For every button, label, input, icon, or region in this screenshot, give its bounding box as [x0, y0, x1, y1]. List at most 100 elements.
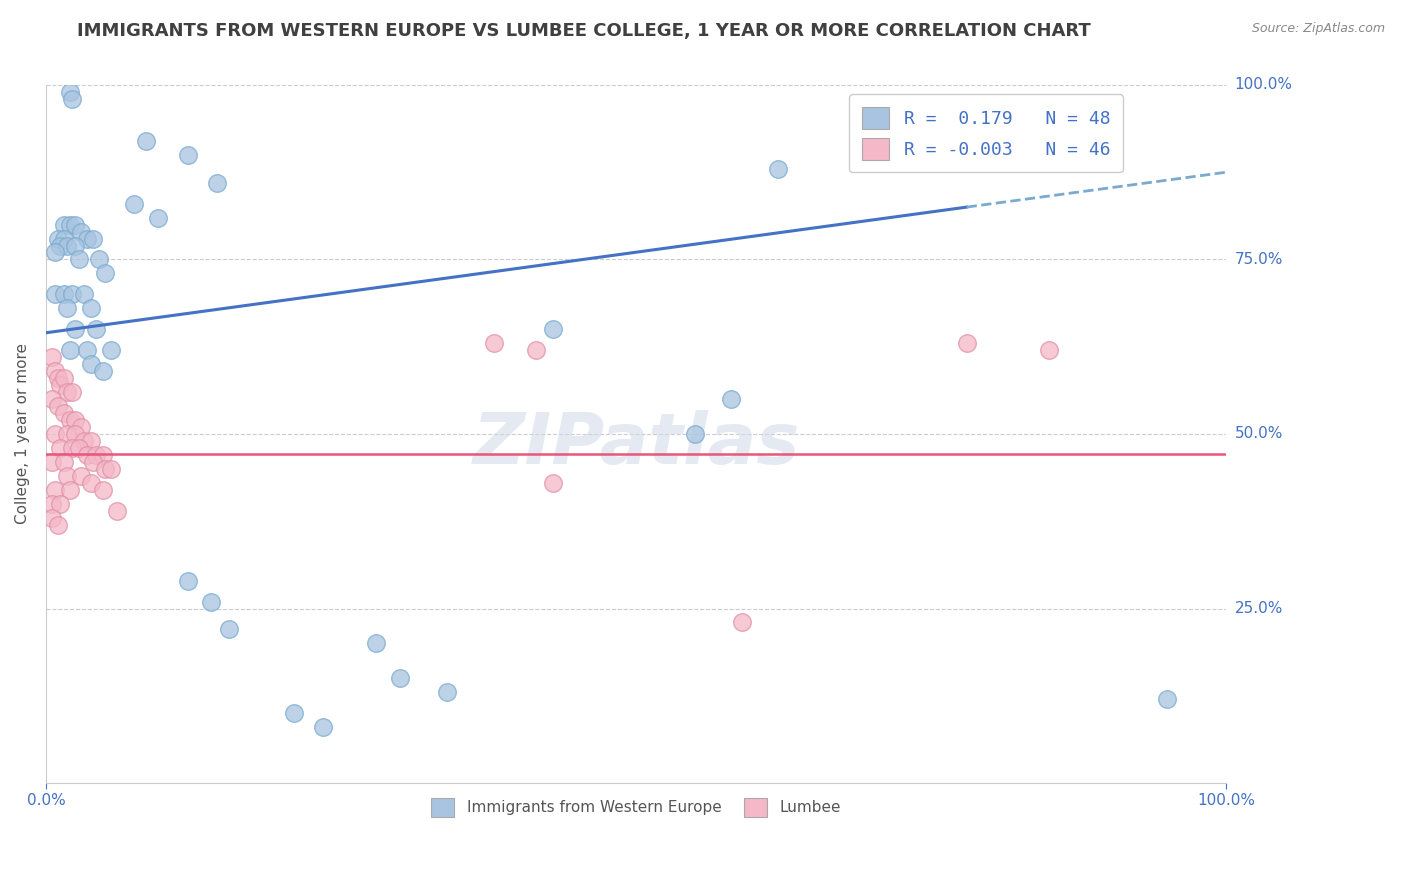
Point — [484, 336, 506, 351]
Point — [543, 475, 565, 490]
Point — [91, 364, 114, 378]
Point — [720, 392, 742, 406]
Text: 50.0%: 50.0% — [1234, 426, 1282, 442]
Point — [52, 406, 75, 420]
Point — [41, 350, 63, 364]
Point — [80, 357, 103, 371]
Point — [218, 623, 240, 637]
Point — [283, 706, 305, 721]
Point — [60, 92, 83, 106]
Point — [58, 218, 80, 232]
Point — [1038, 343, 1060, 358]
Point — [52, 287, 75, 301]
Point — [76, 448, 98, 462]
Point — [82, 231, 104, 245]
Point — [76, 231, 98, 245]
Y-axis label: College, 1 year or more: College, 1 year or more — [15, 343, 30, 524]
Point — [60, 287, 83, 301]
Text: 25.0%: 25.0% — [1234, 601, 1282, 616]
Point — [44, 287, 66, 301]
Point — [58, 85, 80, 99]
Text: 75.0%: 75.0% — [1234, 252, 1282, 267]
Point — [67, 252, 90, 267]
Point — [94, 267, 117, 281]
Point — [65, 413, 87, 427]
Point — [60, 441, 83, 455]
Point — [58, 483, 80, 497]
Point — [1156, 692, 1178, 706]
Point — [41, 455, 63, 469]
Point — [65, 427, 87, 442]
Point — [146, 211, 169, 225]
Point — [731, 615, 754, 630]
Point — [87, 252, 110, 267]
Point — [524, 343, 547, 358]
Point — [84, 322, 107, 336]
Point — [41, 510, 63, 524]
Point — [955, 336, 977, 351]
Point — [58, 413, 80, 427]
Point — [82, 455, 104, 469]
Point — [70, 468, 93, 483]
Point — [73, 434, 96, 448]
Point — [176, 574, 198, 588]
Point — [46, 399, 69, 413]
Point — [67, 441, 90, 455]
Point — [56, 385, 79, 400]
Point — [80, 434, 103, 448]
Point — [56, 427, 79, 442]
Text: ZIPatlas: ZIPatlas — [472, 410, 800, 479]
Point — [91, 448, 114, 462]
Point — [766, 161, 789, 176]
Text: 100.0%: 100.0% — [1234, 78, 1292, 93]
Point — [312, 720, 335, 734]
Point — [49, 378, 72, 392]
Point — [52, 455, 75, 469]
Point — [91, 483, 114, 497]
Point — [70, 225, 93, 239]
Point — [65, 238, 87, 252]
Point — [44, 483, 66, 497]
Point — [41, 392, 63, 406]
Point — [56, 468, 79, 483]
Point — [58, 343, 80, 358]
Point — [135, 134, 157, 148]
Point — [70, 420, 93, 434]
Point — [46, 371, 69, 385]
Point — [52, 218, 75, 232]
Point — [65, 322, 87, 336]
Point — [49, 441, 72, 455]
Point — [65, 218, 87, 232]
Point — [100, 462, 122, 476]
Point — [56, 238, 79, 252]
Point — [46, 231, 69, 245]
Point — [52, 371, 75, 385]
Point — [366, 636, 388, 650]
Point — [52, 231, 75, 245]
Point — [176, 147, 198, 161]
Point — [683, 427, 706, 442]
Text: IMMIGRANTS FROM WESTERN EUROPE VS LUMBEE COLLEGE, 1 YEAR OR MORE CORRELATION CHA: IMMIGRANTS FROM WESTERN EUROPE VS LUMBEE… — [77, 22, 1091, 40]
Point — [94, 462, 117, 476]
Point — [200, 594, 222, 608]
Point — [44, 427, 66, 442]
Point — [80, 475, 103, 490]
Point — [105, 504, 128, 518]
Point — [60, 385, 83, 400]
Point — [100, 343, 122, 358]
Point — [205, 176, 228, 190]
Point — [84, 448, 107, 462]
Point — [73, 287, 96, 301]
Point — [46, 517, 69, 532]
Point — [49, 238, 72, 252]
Point — [543, 322, 565, 336]
Point — [80, 301, 103, 316]
Point — [44, 364, 66, 378]
Point — [56, 301, 79, 316]
Point — [389, 671, 412, 685]
Point — [44, 245, 66, 260]
Point — [76, 343, 98, 358]
Point — [436, 685, 458, 699]
Point — [41, 497, 63, 511]
Point — [124, 196, 146, 211]
